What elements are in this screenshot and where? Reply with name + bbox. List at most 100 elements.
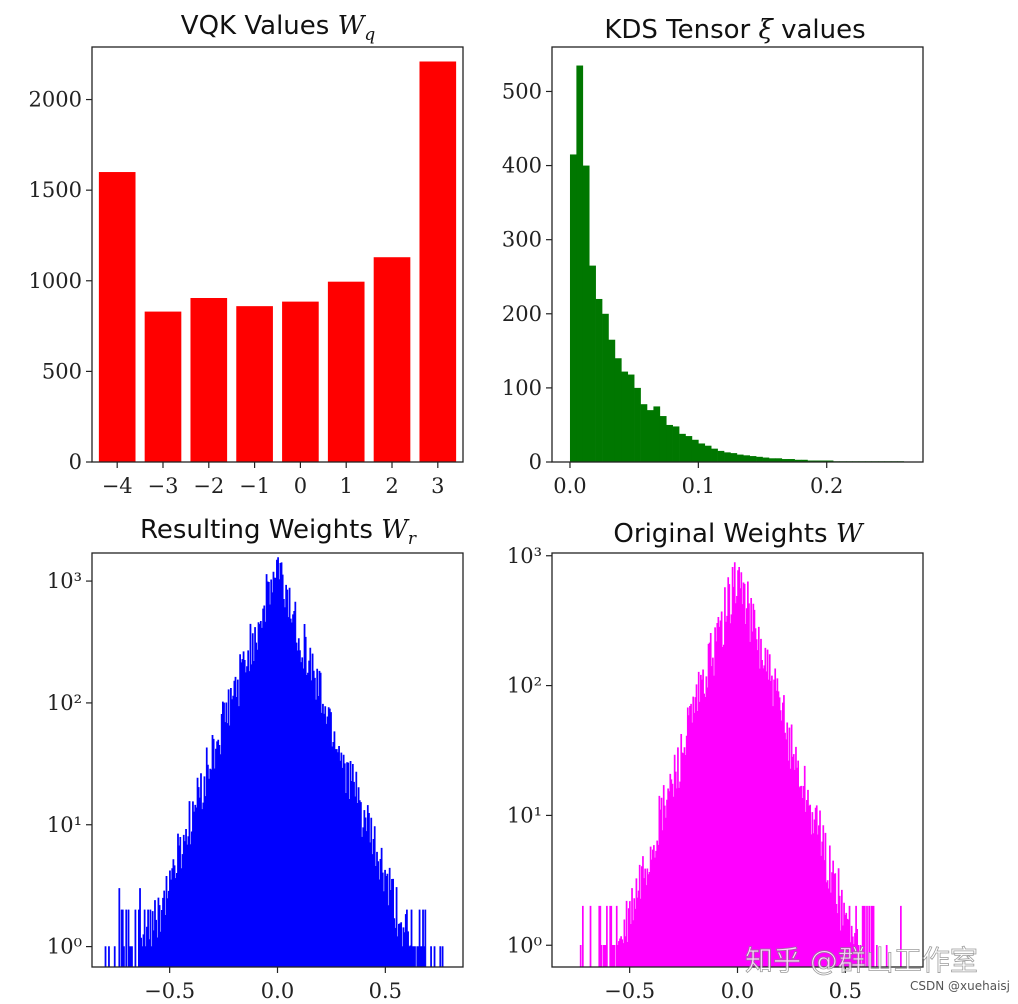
kds-bar xyxy=(788,459,795,462)
vqk-plot-area: 0 500 1000 1500 2000 −4 −3 −2 −1 0 1 2 3 xyxy=(29,46,464,498)
kds-bar xyxy=(717,450,725,462)
kds-bar xyxy=(576,65,584,462)
vqk-xtick-label: 2 xyxy=(385,474,398,498)
resulting-xtick-label: −0.5 xyxy=(144,979,195,1003)
vqk-bar xyxy=(327,281,365,462)
kds-ytick-label: 400 xyxy=(502,154,542,178)
kds-bar xyxy=(743,455,750,462)
resulting-plot-area: 10⁰ 10¹ 10² 10³ −0.5 0.0 0.5 xyxy=(47,552,464,1003)
vqk-xtick-label: 3 xyxy=(431,474,444,498)
kds-bar xyxy=(621,371,629,462)
kds-bar xyxy=(666,424,673,462)
kds-bar xyxy=(736,454,744,462)
kds-bar xyxy=(646,410,654,462)
vqk-xtick-label: 0 xyxy=(294,474,307,498)
kds-bar xyxy=(634,387,641,462)
kds-bar xyxy=(711,448,718,462)
resulting-xtick-label: 0.5 xyxy=(369,979,402,1003)
subplot-vqk: VQK Values Wq 0 500 1000 1500 2000 −4 −3 −2 −1 0 1… xyxy=(29,11,464,498)
kds-xtick-label: 0.1 xyxy=(682,474,715,498)
kds-bar xyxy=(653,406,661,462)
kds-bar xyxy=(685,436,693,462)
resulting-xtick-label: 0.0 xyxy=(261,979,294,1003)
kds-bar xyxy=(659,416,667,462)
vqk-xtick-label: −3 xyxy=(148,474,179,498)
resulting-ytick-label: 10¹ xyxy=(47,813,82,837)
vqk-frame xyxy=(91,46,464,463)
vqk-bar xyxy=(98,172,136,462)
kds-bar xyxy=(730,453,738,462)
kds-bar xyxy=(724,452,731,462)
vqk-bar xyxy=(236,306,273,462)
kds-ytick-label: 100 xyxy=(502,376,542,400)
kds-bar xyxy=(691,439,699,462)
kds-bar xyxy=(698,443,706,462)
vqk-bar xyxy=(419,61,457,463)
resulting-ytick-label: 10³ xyxy=(47,569,82,593)
kds-title: KDS Tensor ξ values xyxy=(604,15,865,45)
kds-ytick-label: 500 xyxy=(502,79,542,103)
kds-bar xyxy=(794,459,802,462)
vqk-title: VQK Values Wq xyxy=(181,11,376,45)
watermark-sub: CSDN @xuehaisj xyxy=(910,979,1010,993)
vqk-xtick-label: 1 xyxy=(340,474,353,498)
kds-bar xyxy=(614,358,622,462)
original-ytick-label: 10⁰ xyxy=(507,933,542,957)
vqk-ytick-label: 1000 xyxy=(29,269,82,293)
vqk-ytick-label: 500 xyxy=(42,359,82,383)
kds-bar xyxy=(589,265,596,462)
kds-plot-area: 0 100 200 300 400 500 0.0 0.1 0.2 xyxy=(502,46,924,498)
kds-bar xyxy=(595,298,603,462)
kds-bar xyxy=(672,426,680,462)
kds-bar xyxy=(627,374,635,462)
kds-bar xyxy=(801,459,808,462)
kds-bar xyxy=(679,433,686,462)
kds-bar xyxy=(582,165,590,463)
kds-bar xyxy=(640,404,648,462)
kds-xtick-label: 0.0 xyxy=(553,474,586,498)
original-plot-area: 10⁰ 10¹ 10² 10³ −0.5 0.0 0.5 xyxy=(507,544,924,1003)
resulting-ytick-label: 10² xyxy=(47,691,82,715)
kds-bar xyxy=(807,460,815,462)
kds-ytick-label: 300 xyxy=(502,228,542,252)
kds-bar xyxy=(569,154,577,462)
vqk-bar xyxy=(190,297,228,462)
kds-bar xyxy=(756,456,763,462)
vqk-bar xyxy=(282,301,319,462)
vqk-xtick-label: −1 xyxy=(239,474,270,498)
kds-ytick-label: 0 xyxy=(529,450,542,474)
kds-bar xyxy=(775,458,783,462)
kds-frame xyxy=(551,46,924,463)
vqk-ytick-label: 1500 xyxy=(29,178,82,202)
kds-bar xyxy=(749,456,757,462)
kds-bar xyxy=(704,445,712,462)
kds-bar xyxy=(762,457,770,462)
resulting-histogram-bars xyxy=(104,557,444,968)
kds-bar xyxy=(826,460,834,462)
vqk-bar xyxy=(144,311,182,462)
kds-bar xyxy=(608,339,616,462)
original-xtick-label: 0.5 xyxy=(829,979,862,1003)
kds-bar xyxy=(820,460,828,462)
kds-bar xyxy=(813,460,821,462)
vqk-ytick-label: 0 xyxy=(69,450,82,474)
kds-xtick-label: 0.2 xyxy=(810,474,843,498)
original-ytick-label: 10¹ xyxy=(507,803,542,827)
resulting-ytick-label: 10⁰ xyxy=(47,935,82,959)
resulting-title: Resulting Weights Wr xyxy=(140,515,417,549)
original-ytick-label: 10³ xyxy=(507,544,542,568)
vqk-xtick-label: −2 xyxy=(193,474,224,498)
original-xtick-label: 0.0 xyxy=(721,979,754,1003)
original-xtick-label: −0.5 xyxy=(604,979,655,1003)
watermark: 知乎 @群山工作室 CSDN @xuehaisj xyxy=(745,944,1010,993)
kds-ytick-label: 200 xyxy=(502,302,542,326)
kds-bar xyxy=(781,459,789,462)
subplot-resulting: Resulting Weights Wr 10⁰ 10¹ 10² 10³ −0.5 0.0… xyxy=(47,515,464,1003)
kds-bar xyxy=(768,458,776,462)
kds-bar xyxy=(602,313,609,462)
subplot-original: Original Weights W 10⁰ 10¹ 10² 10³ −0.5 0.0 0.… xyxy=(507,519,924,1003)
vqk-xtick-label: −4 xyxy=(102,474,133,498)
original-ytick-label: 10² xyxy=(507,674,542,698)
